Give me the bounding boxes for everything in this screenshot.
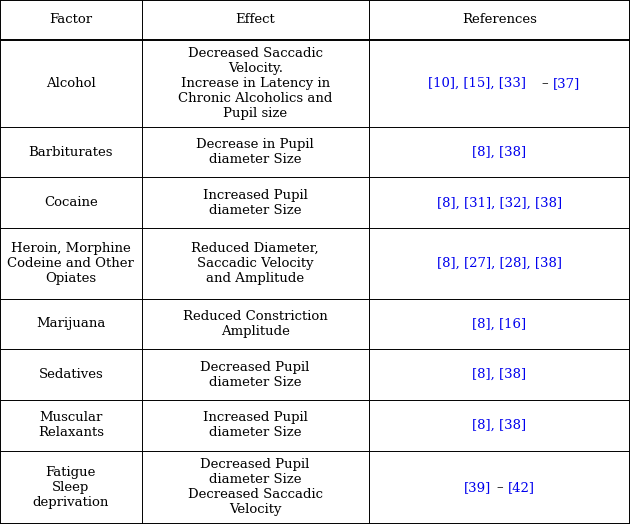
Text: [8], [31], [32], [38]: [8], [31], [32], [38] xyxy=(437,196,562,209)
Text: References: References xyxy=(462,13,537,26)
Text: Decrease in Pupil
diameter Size: Decrease in Pupil diameter Size xyxy=(197,138,314,166)
Text: Reduced Diameter,
Saccadic Velocity
and Amplitude: Reduced Diameter, Saccadic Velocity and … xyxy=(192,242,319,285)
Text: –: – xyxy=(542,77,548,90)
Text: Heroin, Morphine
Codeine and Other
Opiates: Heroin, Morphine Codeine and Other Opiat… xyxy=(8,242,134,285)
Text: Effect: Effect xyxy=(235,13,275,26)
Text: Cocaine: Cocaine xyxy=(44,196,98,209)
Text: [8], [16]: [8], [16] xyxy=(472,318,526,331)
Text: Marijuana: Marijuana xyxy=(36,318,106,331)
Text: Alcohol: Alcohol xyxy=(46,77,96,90)
Text: [8], [38]: [8], [38] xyxy=(472,368,526,381)
Text: [39]: [39] xyxy=(464,481,491,494)
Text: [8], [38]: [8], [38] xyxy=(472,146,526,159)
Text: Factor: Factor xyxy=(49,13,93,26)
Text: Fatigue
Sleep
deprivation: Fatigue Sleep deprivation xyxy=(33,466,109,509)
Text: Sedatives: Sedatives xyxy=(38,368,103,381)
Text: [37]: [37] xyxy=(553,77,580,90)
Text: [8], [38]: [8], [38] xyxy=(472,419,526,432)
Text: Increased Pupil
diameter Size: Increased Pupil diameter Size xyxy=(203,189,307,217)
Text: Reduced Constriction
Amplitude: Reduced Constriction Amplitude xyxy=(183,310,328,338)
Text: [8], [27], [28], [38]: [8], [27], [28], [38] xyxy=(437,257,562,270)
Text: Decreased Pupil
diameter Size
Decreased Saccadic
Velocity: Decreased Pupil diameter Size Decreased … xyxy=(188,458,323,516)
Text: –: – xyxy=(496,481,503,494)
Text: Decreased Saccadic
Velocity.
Increase in Latency in
Chronic Alcoholics and
Pupil: Decreased Saccadic Velocity. Increase in… xyxy=(178,47,333,119)
Text: [42]: [42] xyxy=(508,481,535,494)
Text: Decreased Pupil
diameter Size: Decreased Pupil diameter Size xyxy=(200,361,310,389)
Text: [10], [15], [33]: [10], [15], [33] xyxy=(428,77,527,90)
Text: Increased Pupil
diameter Size: Increased Pupil diameter Size xyxy=(203,411,307,439)
Text: Barbiturates: Barbiturates xyxy=(28,146,113,159)
Text: Muscular
Relaxants: Muscular Relaxants xyxy=(38,411,104,439)
